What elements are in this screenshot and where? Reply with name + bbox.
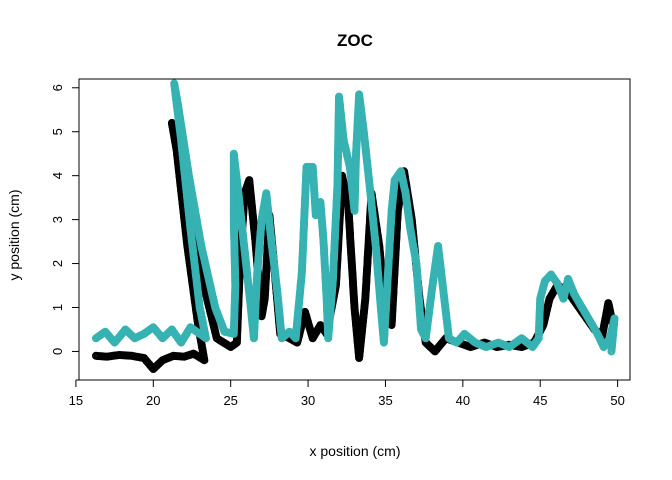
x-axis: 15 20 25 30 35 40 45 50 xyxy=(69,379,625,408)
x-tick-label: 20 xyxy=(146,393,160,408)
x-tick-label: 30 xyxy=(301,393,315,408)
data-points xyxy=(92,79,619,373)
y-tick-label: 6 xyxy=(50,84,65,91)
x-tick-label: 40 xyxy=(456,393,470,408)
x-axis-label: x position (cm) xyxy=(309,443,400,459)
y-tick-label: 1 xyxy=(50,304,65,311)
y-tick-label: 0 xyxy=(50,348,65,355)
x-tick-label: 25 xyxy=(223,393,237,408)
x-tick-label: 15 xyxy=(69,393,83,408)
y-tick-label: 4 xyxy=(50,172,65,179)
y-axis-label: y position (cm) xyxy=(6,189,22,280)
x-tick-label: 50 xyxy=(610,393,624,408)
y-axis: 0 1 2 3 4 5 6 xyxy=(50,84,80,355)
data-point xyxy=(607,347,616,356)
chart-title: ZOC xyxy=(337,31,373,50)
y-tick-label: 5 xyxy=(50,128,65,135)
series-2-points xyxy=(92,79,619,356)
x-tick-label: 35 xyxy=(378,393,392,408)
y-tick-label: 2 xyxy=(50,260,65,267)
x-tick-label: 45 xyxy=(533,393,547,408)
y-tick-label: 3 xyxy=(50,216,65,223)
